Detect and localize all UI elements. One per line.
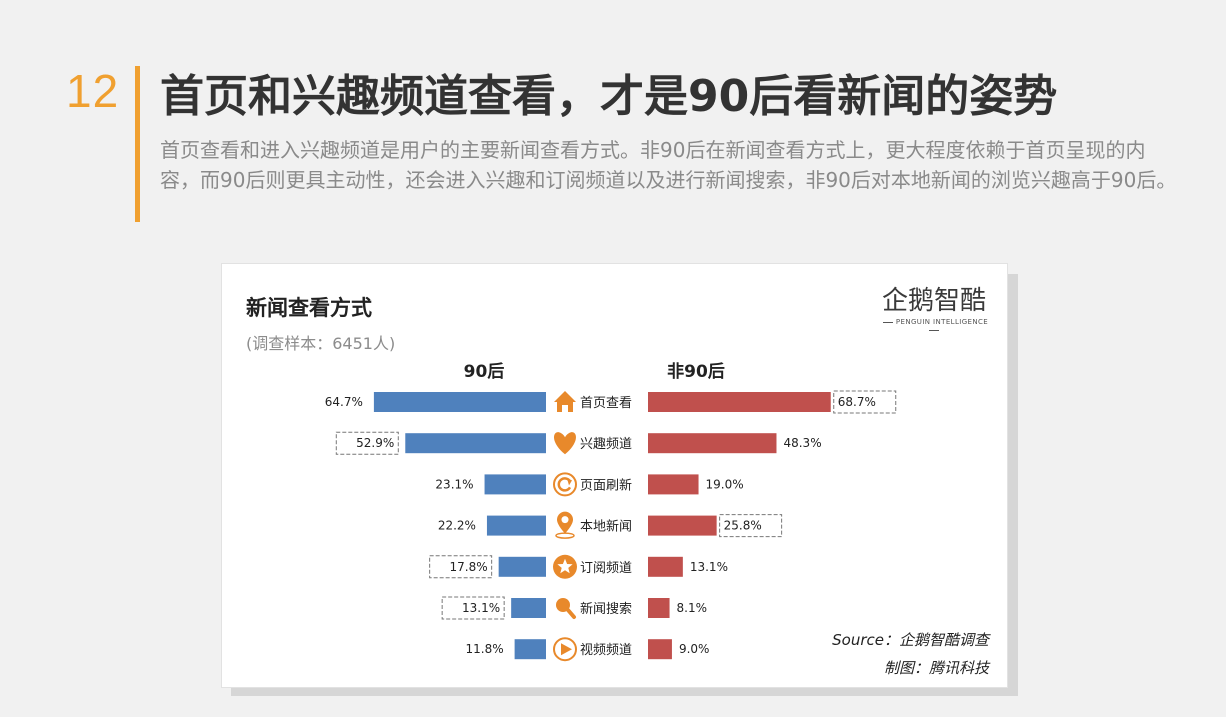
value-label-3-left: 23.1% bbox=[435, 477, 473, 491]
category-label-2: 兴趣频道 bbox=[580, 437, 632, 452]
refresh-icon bbox=[553, 472, 577, 497]
value-label-4-left: 22.2% bbox=[438, 519, 476, 533]
home-icon bbox=[554, 391, 576, 412]
value-label-4-right: 25.8% bbox=[724, 519, 762, 533]
accent-bar bbox=[135, 66, 140, 222]
slide-number: 12 bbox=[66, 65, 120, 117]
highlight-box-5-left bbox=[429, 555, 493, 579]
value-label-3-right: 19.0% bbox=[706, 477, 744, 491]
bar-6-right bbox=[648, 598, 670, 618]
category-label-1: 首页查看 bbox=[580, 395, 632, 411]
bar-1-right bbox=[648, 392, 831, 412]
value-label-7-left: 11.8% bbox=[465, 642, 503, 656]
bar-5-right bbox=[648, 556, 683, 577]
category-label-5: 订阅频道 bbox=[580, 561, 632, 576]
chart-title: 新闻查看方式 bbox=[246, 296, 372, 320]
value-label-1-left: 64.7% bbox=[325, 395, 363, 409]
search-icon bbox=[556, 598, 576, 619]
category-label-6: 新闻搜索 bbox=[580, 601, 632, 617]
page-title: 首页和兴趣频道查看，才是90后看新闻的姿势 bbox=[160, 71, 1058, 122]
bar-4-right bbox=[648, 515, 717, 536]
chart-card: 新闻查看方式 (调查样本：6451人) 企鹅智酷 PENGUIN INTELLI… bbox=[221, 263, 1008, 688]
bar-3-right bbox=[648, 474, 699, 495]
bar-2-right bbox=[648, 433, 777, 454]
bar-4-left bbox=[486, 515, 546, 536]
value-label-2-left: 52.9% bbox=[356, 436, 394, 450]
highlight-box-2-left bbox=[335, 431, 399, 455]
value-label-7-right: 9.0% bbox=[679, 642, 710, 656]
bar-1-left bbox=[373, 392, 546, 412]
category-label-7: 视频频道 bbox=[580, 643, 632, 658]
logo-text: 企鹅智酷 bbox=[881, 286, 986, 316]
penguin-intelligence-logo: 企鹅智酷 PENGUIN INTELLIGENCE bbox=[874, 280, 994, 330]
bar-2-left bbox=[405, 433, 546, 454]
logo-subtext: PENGUIN INTELLIGENCE bbox=[874, 318, 994, 334]
location-pin-icon bbox=[555, 511, 575, 539]
source-note: Source：企鹅智酷调查 bbox=[832, 631, 989, 649]
value-label-5-right: 13.1% bbox=[690, 560, 728, 574]
value-label-1-right: 68.7% bbox=[838, 395, 876, 409]
chart-subtitle: (调查样本：6451人) bbox=[246, 334, 396, 353]
bar-6-left bbox=[511, 598, 546, 618]
bar-5-left bbox=[498, 556, 546, 577]
credit-note: 制图：腾讯科技 bbox=[883, 659, 989, 677]
highlight-box-6-left bbox=[441, 596, 505, 620]
bar-7-right bbox=[648, 639, 672, 660]
heart-icon bbox=[554, 432, 576, 455]
star-icon bbox=[553, 554, 577, 579]
butterfly-bar-chart: 90后 非90后 64.7% 68.7% 首页查看 52.9% 48.3% 兴趣频道 23.1%… bbox=[325, 361, 897, 662]
bar-3-left bbox=[484, 474, 546, 495]
page-description: 首页查看和进入兴趣频道是用户的主要新闻查看方式。非90后在新闻查看方式上，更大程… bbox=[160, 138, 1177, 192]
value-label-2-right: 48.3% bbox=[783, 436, 821, 450]
category-label-4: 本地新闻 bbox=[580, 519, 632, 535]
series-header-right: 非90后 bbox=[667, 361, 725, 382]
value-label-5-left: 17.8% bbox=[450, 560, 488, 574]
play-icon bbox=[553, 637, 577, 662]
value-label-6-right: 8.1% bbox=[677, 601, 708, 615]
value-label-6-left: 13.1% bbox=[462, 601, 500, 615]
category-label-3: 页面刷新 bbox=[580, 477, 632, 493]
highlight-box-1-right bbox=[833, 390, 897, 414]
highlight-box-4-right bbox=[719, 514, 783, 538]
bar-7-left bbox=[514, 639, 546, 660]
series-header-left: 90后 bbox=[464, 362, 505, 382]
